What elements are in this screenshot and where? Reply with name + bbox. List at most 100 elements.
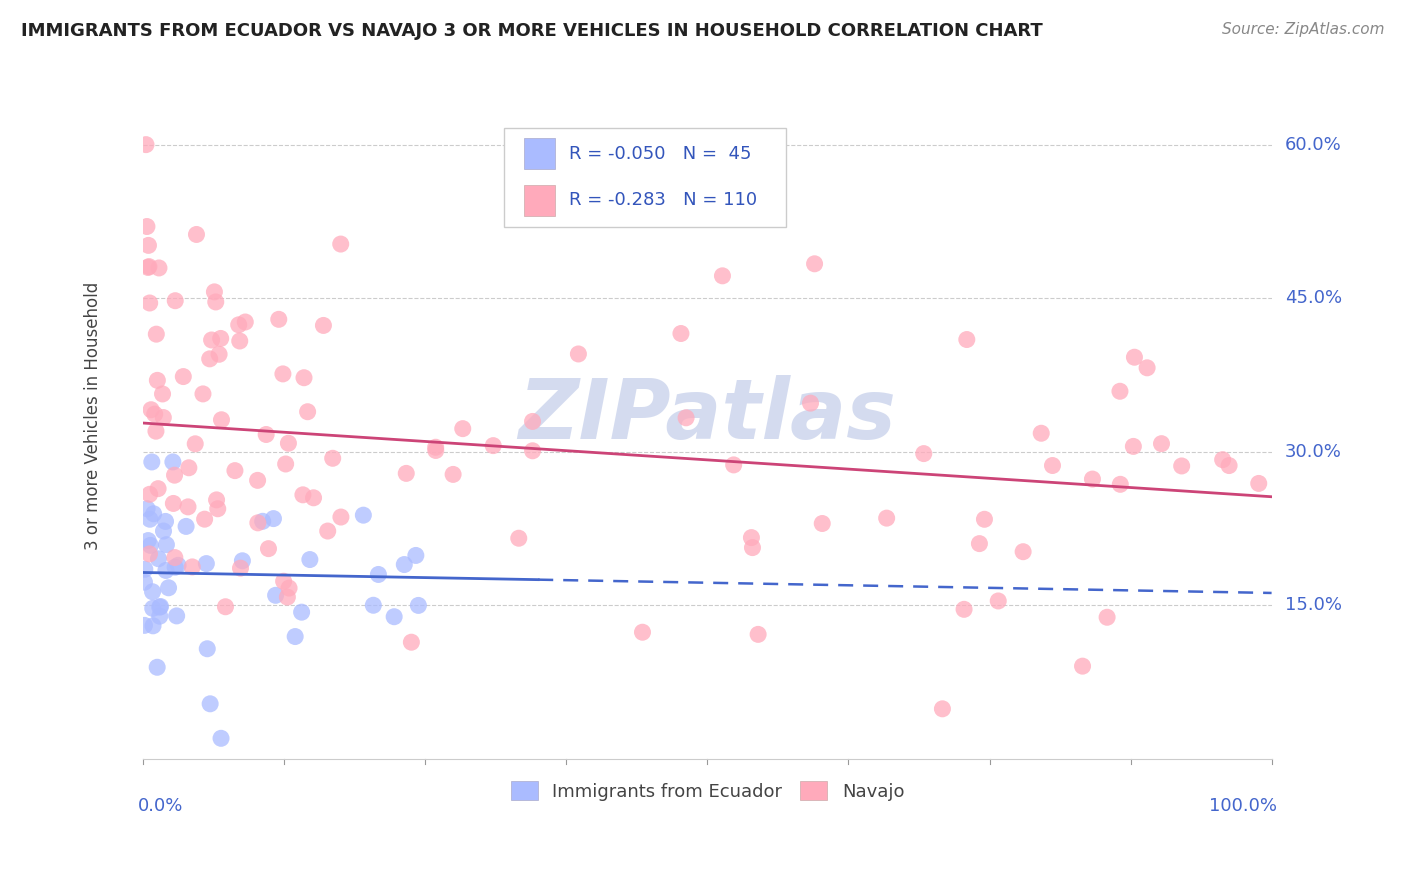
Point: [263, 511, 285, 525]
Point: [155, 538, 177, 552]
FancyBboxPatch shape: [523, 185, 555, 216]
Point: [482, 439, 505, 453]
Point: [1122, 439, 1144, 453]
Point: [136, 533, 159, 548]
Point: [163, 468, 186, 483]
Point: [675, 410, 697, 425]
Point: [181, 560, 204, 574]
Point: [172, 369, 194, 384]
Point: [316, 524, 339, 538]
Point: [631, 625, 654, 640]
Point: [146, 482, 169, 496]
Point: [367, 567, 389, 582]
Text: 30.0%: 30.0%: [1285, 442, 1341, 460]
Point: [876, 511, 898, 525]
Point: [246, 474, 269, 488]
Point: [1136, 360, 1159, 375]
Point: [1109, 477, 1132, 491]
Point: [931, 702, 953, 716]
Point: [973, 512, 995, 526]
FancyBboxPatch shape: [523, 138, 555, 169]
Point: [134, 618, 156, 632]
Point: [155, 515, 177, 529]
Point: [425, 443, 447, 458]
Point: [200, 333, 222, 347]
Point: [1012, 544, 1035, 558]
Point: [395, 467, 418, 481]
Text: IMMIGRANTS FROM ECUADOR VS NAVAJO 3 OR MORE VEHICLES IN HOUSEHOLD CORRELATION CH: IMMIGRANTS FROM ECUADOR VS NAVAJO 3 OR M…: [21, 22, 1043, 40]
Point: [278, 581, 301, 595]
Point: [145, 327, 167, 342]
Point: [252, 514, 274, 528]
Point: [233, 315, 256, 329]
Point: [136, 219, 159, 234]
Point: [1095, 610, 1118, 624]
Point: [204, 295, 226, 310]
Point: [152, 410, 174, 425]
Point: [195, 557, 218, 571]
Point: [284, 630, 307, 644]
Point: [953, 602, 976, 616]
Point: [1042, 458, 1064, 473]
Point: [298, 552, 321, 566]
Point: [148, 551, 170, 566]
Point: [152, 387, 174, 401]
Point: [152, 524, 174, 538]
Point: [441, 467, 464, 482]
Point: [228, 318, 250, 332]
Point: [142, 601, 165, 615]
Point: [209, 331, 232, 345]
Point: [1109, 384, 1132, 399]
Point: [186, 227, 208, 242]
Point: [394, 558, 416, 572]
Point: [134, 575, 156, 590]
Point: [363, 599, 385, 613]
Point: [425, 440, 447, 454]
Text: 45.0%: 45.0%: [1285, 289, 1343, 307]
Point: [1212, 452, 1234, 467]
Point: [271, 367, 294, 381]
Point: [224, 464, 246, 478]
Point: [165, 293, 187, 308]
Point: [155, 564, 177, 578]
Point: [741, 541, 763, 555]
Point: [198, 697, 221, 711]
Point: [322, 451, 344, 466]
Point: [740, 531, 762, 545]
Point: [254, 427, 277, 442]
Point: [141, 455, 163, 469]
Point: [803, 257, 825, 271]
Text: 3 or more Vehicles in Household: 3 or more Vehicles in Household: [83, 282, 101, 550]
Point: [1150, 436, 1173, 450]
Point: [145, 424, 167, 438]
Point: [143, 407, 166, 421]
Point: [141, 584, 163, 599]
Point: [138, 547, 160, 561]
Point: [1247, 476, 1270, 491]
Point: [267, 312, 290, 326]
Point: [138, 487, 160, 501]
Point: [408, 599, 430, 613]
Point: [329, 237, 352, 252]
Point: [195, 641, 218, 656]
Point: [723, 458, 745, 472]
Text: 100.0%: 100.0%: [1209, 797, 1277, 814]
Point: [146, 660, 169, 674]
Point: [174, 519, 197, 533]
Point: [382, 609, 405, 624]
Point: [451, 422, 474, 436]
Point: [142, 507, 165, 521]
Point: [1081, 472, 1104, 486]
Point: [291, 488, 314, 502]
Point: [711, 268, 734, 283]
Point: [291, 605, 314, 619]
Point: [1031, 426, 1053, 441]
Point: [139, 538, 162, 552]
Text: R = -0.050   N =  45: R = -0.050 N = 45: [568, 145, 751, 162]
Point: [149, 609, 172, 624]
Point: [149, 600, 172, 615]
Point: [312, 318, 335, 333]
Point: [149, 599, 172, 614]
Point: [146, 373, 169, 387]
Point: [292, 370, 315, 384]
